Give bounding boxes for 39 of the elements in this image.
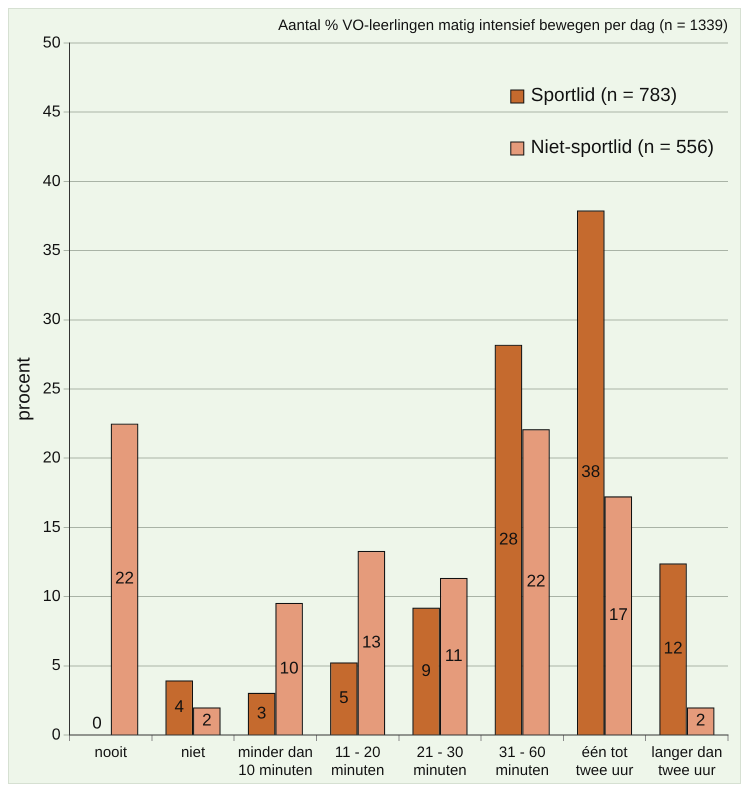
data-label: 0 [92,714,102,733]
data-label: 17 [608,605,628,624]
data-label: 13 [362,632,381,652]
x-tick-label: langer dan twee uur [651,744,722,780]
x-tick-label: minder dan 10 minuten [238,744,313,780]
legend-label: Sportlid (n = 783) [530,85,678,106]
data-label: 4 [174,697,184,716]
y-tick-label: 25 [42,380,61,398]
y-tick-label: 5 [52,657,61,674]
x-tick-label: 11 - 20 minuten [330,744,384,780]
data-label: 12 [664,638,683,658]
x-tick-label: één tot twee uur [576,744,634,780]
y-tick-label: 30 [42,311,61,328]
data-label: 5 [339,688,349,708]
y-tick-label: 15 [42,518,61,536]
data-label: 22 [115,568,134,588]
data-label: 10 [280,658,299,678]
chart-title: Aantal % VO-leerlingen matig intensief bewegen per dag (n = 1339) [278,17,728,34]
data-label: 38 [581,462,600,482]
x-tick-label: niet [180,744,206,762]
x-tick-label: 31 - 60 minuten [496,744,549,780]
y-axis-title: procent [14,356,35,421]
data-label: 2 [202,710,212,730]
legend-label: Niet-sportlid (n = 556) [530,137,714,158]
y-tick-label: 45 [42,104,61,121]
data-label: 9 [421,660,431,680]
x-tick-label: nooit [94,744,128,762]
y-tick-label: 20 [42,450,61,467]
data-label: 3 [256,703,266,722]
x-tick-label: 21 - 30 minuten [413,744,467,780]
y-tick-label: 50 [42,34,61,52]
data-label: 28 [499,529,518,548]
data-label: 22 [526,572,546,591]
y-tick-label: 35 [42,242,61,260]
y-tick-label: 0 [52,726,61,744]
y-tick-label: 40 [42,172,61,190]
data-label: 2 [696,710,706,730]
y-tick-label: 10 [42,588,61,606]
data-label: 11 [444,646,463,665]
